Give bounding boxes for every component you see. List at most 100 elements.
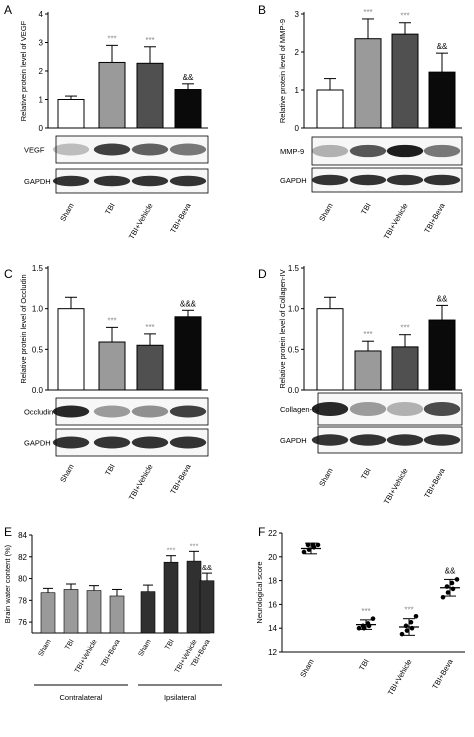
y-tick-label: 1 [295, 86, 300, 95]
significance-label: *** [145, 36, 154, 45]
blot-band [131, 405, 169, 418]
y-tick-label: 80 [18, 575, 27, 584]
bar-TBI+Beva [428, 319, 456, 391]
significance-label: && [202, 563, 212, 572]
blot-label: Collagen-IV [280, 405, 319, 414]
blot-band [423, 144, 461, 158]
bar [199, 580, 215, 634]
panel-letter-B: B [258, 3, 266, 17]
panel-letter-C: C [4, 267, 13, 281]
x-tick-label: TBI [103, 202, 117, 217]
x-tick-label: TBI+Vehicle [382, 467, 410, 506]
blot-band [131, 175, 169, 187]
y-tick-label: 18 [268, 577, 277, 586]
panel-F: Neurological score 12 14 16 18 20 22 Sham *** TBI… [255, 529, 465, 697]
y-tick-label: 0 [295, 124, 300, 133]
bar-TBI+Vehicle [136, 344, 164, 391]
x-tick-label: TBI+Vehicle [386, 658, 414, 697]
significance-label: &&& [180, 299, 197, 308]
group-label-contralateral: Contralateral [60, 693, 103, 702]
x-tick-label: Sham [298, 658, 316, 679]
blot-band [423, 401, 461, 417]
y-tick-label: 16 [268, 600, 277, 609]
significance-label: *** [361, 607, 370, 616]
blot-band [52, 175, 90, 187]
blot-band [311, 401, 349, 417]
x-tick-label: TBI+Beva [100, 638, 122, 668]
x-tick-label: TBI [64, 638, 76, 651]
x-tick-label: Sham [317, 467, 335, 488]
y-tick-label: 22 [268, 529, 277, 538]
bar-TBI [98, 61, 126, 129]
y-tick-label: 78 [18, 596, 27, 605]
blot-label: Occludin [24, 408, 53, 417]
y-tick-label: 14 [268, 624, 277, 633]
bar-TBI+Beva [174, 89, 202, 129]
y-axis-label: Relative protein level of VEGF [19, 20, 28, 121]
panel-D: Relative protein level of Collagen-IV0.0… [278, 264, 463, 506]
data-point [413, 614, 419, 619]
data-point [315, 542, 321, 548]
y-axis-label: Relative protein level of MMP-9 [278, 19, 287, 123]
bar-TBI+Vehicle [391, 346, 419, 391]
data-point [454, 577, 460, 582]
y-axis-label: Relative protein level of Occludin [19, 274, 28, 383]
data-point [310, 542, 316, 548]
panel-letter-E: E [4, 525, 12, 539]
y-tick-label: 1.0 [288, 305, 300, 314]
blot-label: GAPDH [24, 439, 51, 448]
data-point [305, 542, 311, 548]
y-tick-label: 0 [39, 124, 44, 133]
bar [109, 595, 125, 634]
blot-band [386, 401, 424, 417]
blot-band [93, 405, 131, 418]
bar-Sham [57, 308, 85, 391]
blot-band [169, 175, 207, 187]
y-tick-label: 4 [39, 10, 44, 19]
blot-band [423, 434, 461, 446]
bar-Sham [316, 308, 344, 391]
data-point [449, 580, 455, 586]
blot-band [349, 401, 387, 417]
blot-band [93, 436, 131, 449]
y-tick-label: 82 [18, 553, 27, 562]
significance-label: *** [400, 12, 409, 21]
significance-label: *** [167, 546, 176, 555]
blot-band [131, 436, 169, 449]
bar-Sham [316, 89, 344, 129]
data-point [445, 590, 451, 595]
x-tick-label: Sham [38, 638, 53, 657]
significance-label: *** [107, 34, 116, 43]
blot-band [52, 143, 90, 156]
panel-letter-F: F [258, 525, 265, 539]
y-tick-label: 84 [18, 531, 27, 540]
blot-band [349, 174, 387, 186]
y-tick-label: 2 [39, 67, 44, 76]
y-axis-label: Brain water content (%) [3, 544, 12, 623]
group-label-ipsilateral: Ipsilateral [164, 693, 196, 702]
blot-label: GAPDH [280, 176, 307, 185]
blot-band [169, 143, 207, 156]
significance-label: && [445, 566, 456, 575]
bar-TBI+Vehicle [391, 33, 419, 129]
y-tick-label: 1.5 [32, 264, 44, 273]
x-tick-label: TBI+Beva [430, 657, 455, 691]
significance-label: *** [107, 316, 116, 325]
y-tick-label: 3 [39, 39, 44, 48]
y-tick-label: 0.0 [32, 386, 44, 395]
x-tick-label: TBI+Vehicle [127, 202, 155, 241]
panel-C: Relative protein level of Occludin 0.0 0.5… [19, 264, 209, 502]
blot-band [386, 434, 424, 446]
blot-band [52, 436, 90, 449]
x-tick-label: Sham [317, 202, 335, 223]
bar [86, 590, 102, 634]
significance-label: *** [363, 330, 372, 339]
y-axis-label: Relative protein level of Collagen-IV [278, 269, 287, 388]
y-tick-label: 3 [295, 10, 300, 19]
y-tick-label: 0.0 [288, 386, 300, 395]
bar [40, 592, 56, 634]
y-tick-label: 0.5 [32, 345, 44, 354]
bar-TBI [98, 341, 126, 391]
significance-label: *** [363, 8, 372, 17]
